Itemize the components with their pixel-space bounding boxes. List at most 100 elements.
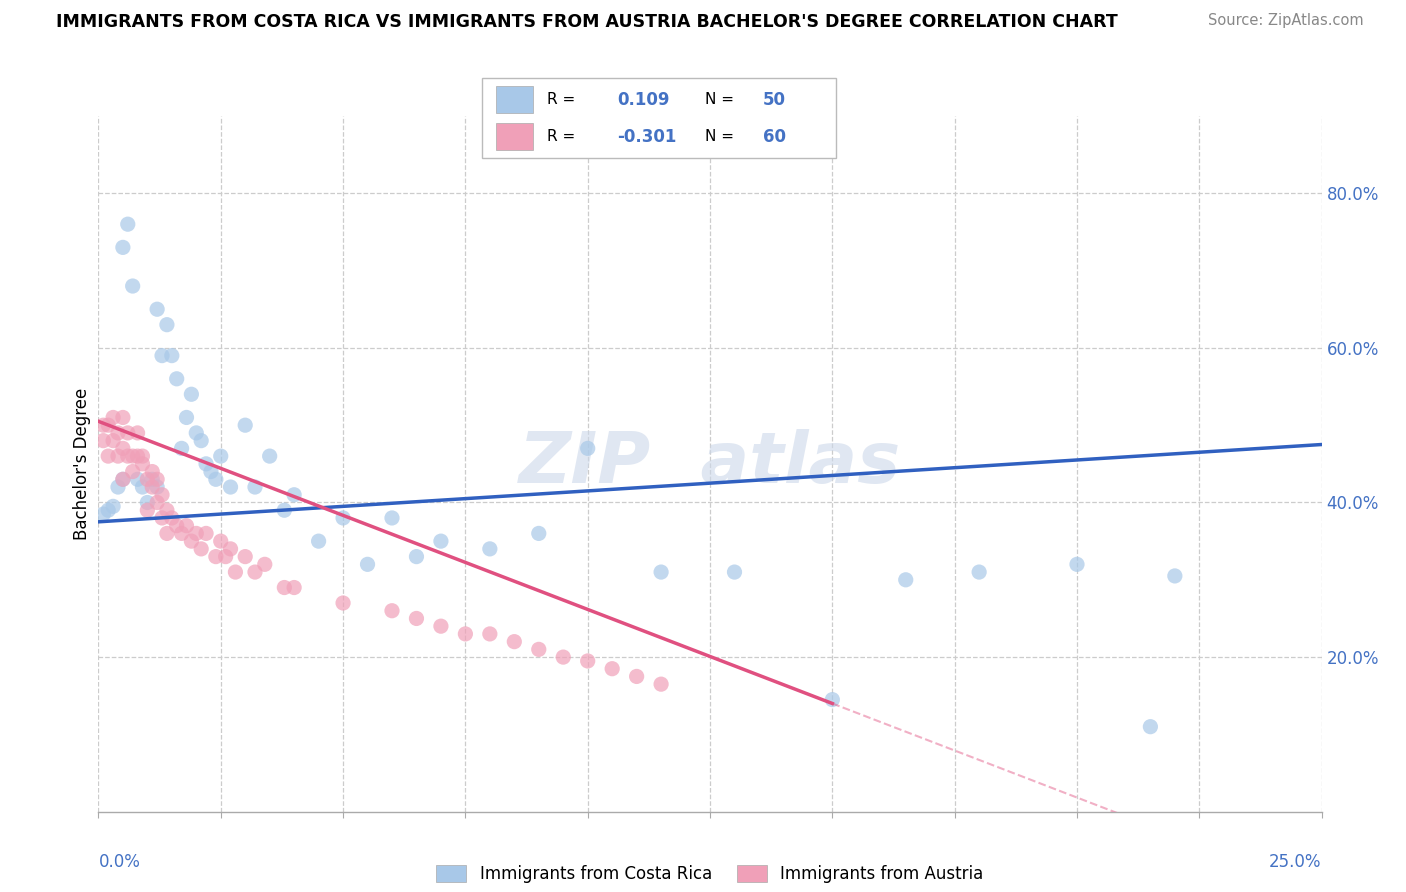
Text: R =: R = (547, 129, 575, 145)
Point (131, 449, 153, 463)
Text: -0.301: -0.301 (617, 128, 676, 145)
Point (170, 442, 193, 456)
Bar (496, 86, 533, 113)
Point (381, 511, 404, 525)
Text: ZIP  atlas: ZIP atlas (519, 429, 901, 499)
Point (332, 511, 354, 525)
Point (150, 511, 173, 525)
Point (150, 488, 173, 502)
Point (214, 549, 236, 564)
Point (101, 500, 124, 514)
Point (186, 425, 208, 440)
Point (117, 449, 139, 463)
Point (136, 495, 159, 509)
Point (576, 654, 599, 668)
Point (430, 619, 453, 633)
Point (478, 541, 501, 556)
Point (107, 449, 129, 463)
Point (111, 410, 134, 425)
Point (91, 418, 114, 433)
Point (478, 627, 501, 641)
Point (190, 541, 212, 556)
Point (224, 565, 246, 579)
Point (150, 349, 173, 363)
Point (186, 526, 208, 541)
Point (141, 465, 163, 479)
Point (131, 457, 153, 471)
Point (180, 534, 202, 549)
Point (91, 507, 114, 521)
Point (527, 642, 550, 657)
Point (101, 434, 124, 448)
Point (253, 558, 276, 572)
Point (209, 534, 232, 549)
Point (176, 518, 198, 533)
Point (454, 627, 477, 641)
Point (146, 480, 169, 494)
Point (170, 526, 193, 541)
Point (180, 387, 202, 401)
Y-axis label: Bachelor's Degree: Bachelor's Degree (73, 388, 91, 540)
Point (195, 526, 218, 541)
Point (1164, 569, 1187, 583)
Point (243, 480, 266, 494)
Point (209, 449, 232, 463)
Point (91, 434, 114, 448)
Point (117, 217, 139, 231)
Point (107, 480, 129, 494)
Point (356, 558, 378, 572)
Point (195, 457, 218, 471)
Point (166, 518, 188, 533)
Point (553, 650, 575, 665)
Text: 25.0%: 25.0% (1270, 854, 1322, 871)
Point (650, 677, 672, 691)
Point (503, 634, 526, 648)
Point (205, 472, 228, 486)
Point (967, 565, 990, 579)
Point (107, 425, 129, 440)
Point (1139, 720, 1161, 734)
Point (273, 503, 295, 517)
Point (156, 503, 179, 517)
Point (117, 425, 139, 440)
Point (219, 541, 242, 556)
Point (332, 596, 354, 610)
Point (650, 565, 672, 579)
Point (146, 302, 169, 317)
Text: 0.109: 0.109 (617, 91, 669, 109)
Point (219, 480, 242, 494)
Point (127, 472, 149, 486)
Point (430, 534, 453, 549)
Point (233, 418, 256, 433)
Point (283, 488, 305, 502)
Point (1066, 558, 1088, 572)
Point (127, 449, 149, 463)
Point (205, 549, 228, 564)
Point (111, 472, 134, 486)
Point (136, 503, 159, 517)
Text: N =: N = (704, 92, 734, 107)
Text: 60: 60 (763, 128, 786, 145)
Point (121, 465, 143, 479)
Point (283, 581, 305, 595)
Point (111, 472, 134, 486)
Point (141, 480, 163, 494)
Point (405, 611, 427, 625)
Point (146, 495, 169, 509)
Point (141, 472, 163, 486)
Point (156, 526, 179, 541)
Bar (496, 123, 533, 151)
Point (121, 449, 143, 463)
Point (723, 565, 745, 579)
Point (259, 449, 281, 463)
Text: N =: N = (704, 129, 734, 145)
Point (146, 472, 169, 486)
Point (190, 434, 212, 448)
Point (405, 549, 427, 564)
FancyBboxPatch shape (482, 78, 837, 158)
Point (273, 581, 295, 595)
Point (111, 442, 134, 456)
Point (121, 279, 143, 293)
Point (160, 349, 183, 363)
Text: 50: 50 (763, 91, 786, 109)
